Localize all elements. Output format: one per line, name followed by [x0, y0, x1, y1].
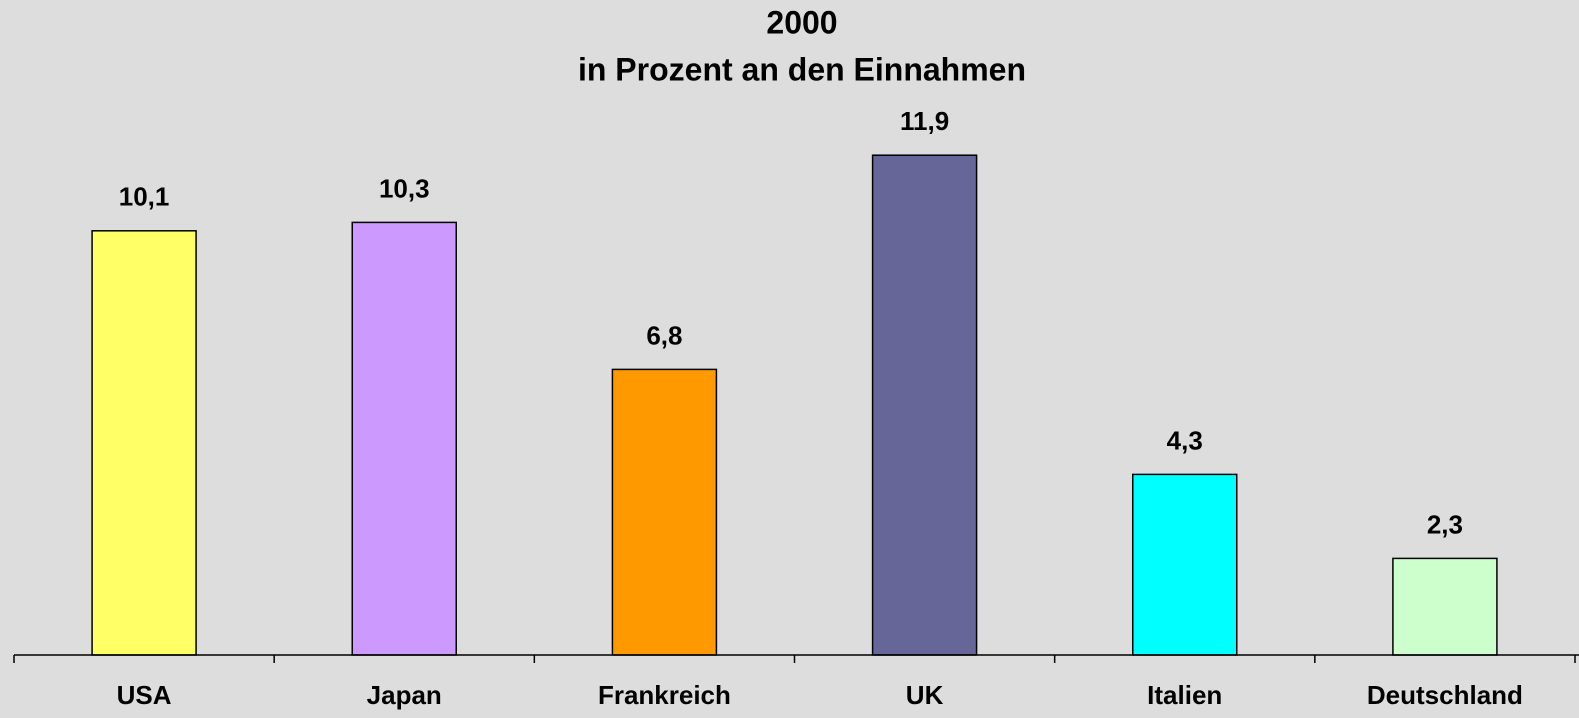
x-tick-label: UK	[906, 680, 944, 710]
x-tick-label: Frankreich	[598, 680, 731, 710]
value-label: 11,9	[900, 106, 949, 136]
bar	[1392, 557, 1498, 656]
x-tick-label: Deutschland	[1367, 680, 1523, 710]
bar	[351, 221, 457, 656]
bar	[1132, 473, 1238, 656]
value-label: 6,8	[646, 320, 682, 350]
value-label: 2,3	[1427, 509, 1463, 539]
bar	[871, 154, 978, 656]
x-tick-label: USA	[117, 680, 172, 710]
bar	[91, 230, 197, 656]
x-tick-label: Japan	[367, 680, 442, 710]
chart-subtitle: in Prozent an den Einnahmen	[578, 51, 1026, 87]
x-tick-label: Italien	[1147, 680, 1222, 710]
value-label: 10,3	[379, 173, 430, 203]
value-label: 10,1	[119, 182, 170, 212]
value-label: 4,3	[1167, 425, 1203, 455]
chart-title: 2000	[766, 4, 837, 40]
bar	[611, 368, 718, 656]
